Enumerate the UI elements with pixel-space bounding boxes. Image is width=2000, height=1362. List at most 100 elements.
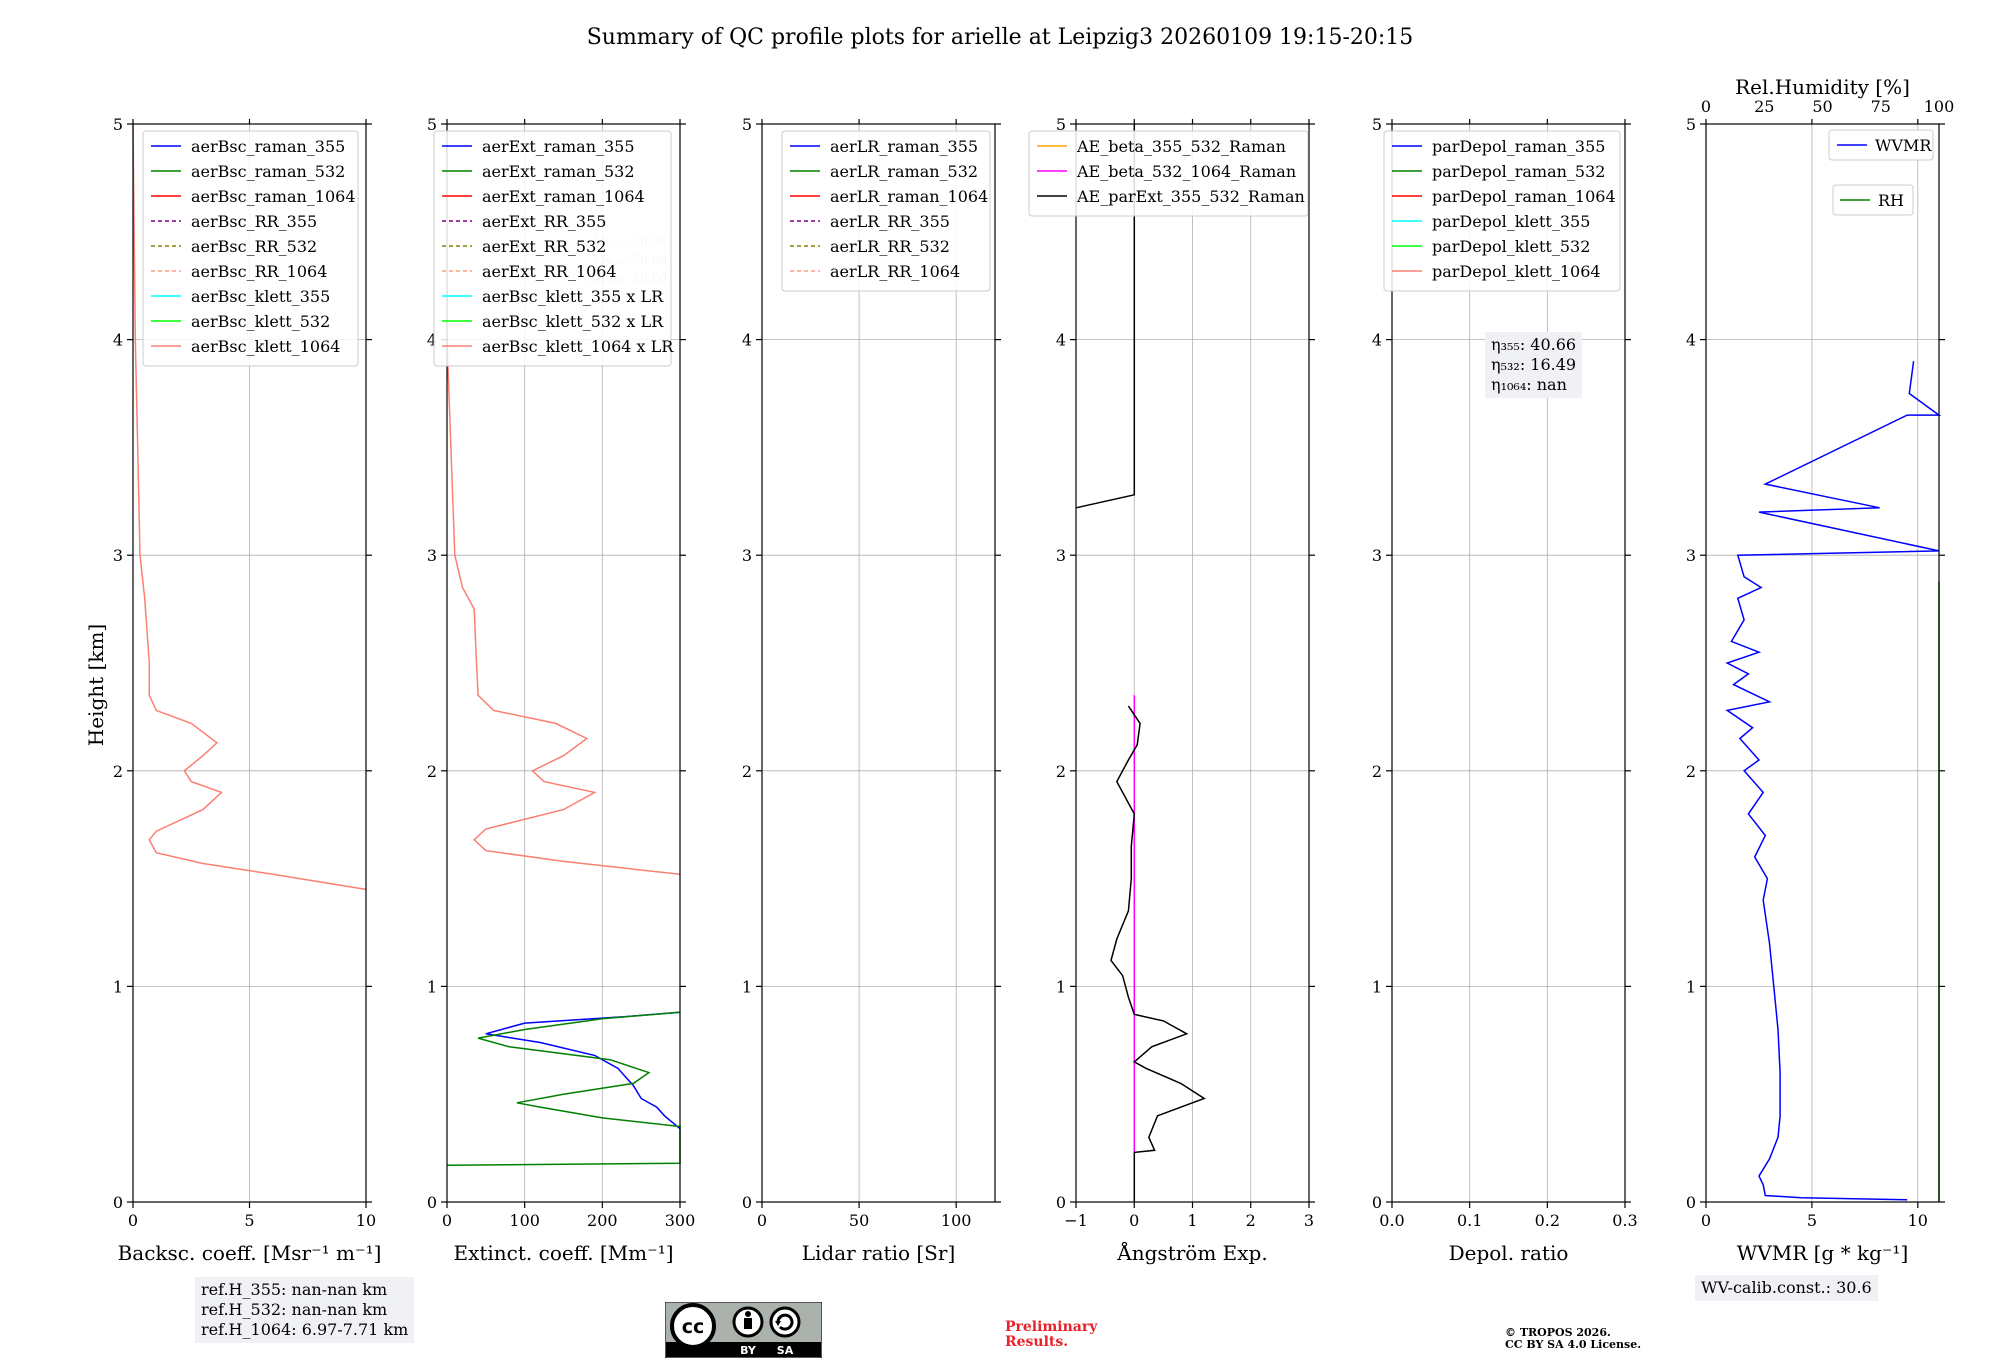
legend-entry: aerBsc_klett_1064 [191,337,340,356]
y-tick-label: 0 [1686,1193,1696,1212]
series-AE_parExt_355_532_Raman_upper [1075,124,1136,509]
x-tick-label: 0.1 [1457,1211,1482,1230]
y-tick-label: 0 [113,1193,123,1212]
x-axis-label: Lidar ratio [Sr] [802,1241,956,1265]
legend-entry: aerBsc_klett_1064 x LR [482,337,674,356]
wv-calibration-box: WV-calib.const.: 30.6 [1695,1275,1878,1301]
y-tick-label: 1 [427,977,437,996]
y-tick-label: 2 [427,762,437,781]
x-tick-label: 10 [1908,1211,1928,1230]
series-AE_parExt_355_532_Raman [1110,705,1206,1202]
legend-entry: aerLR_RR_1064 [830,262,960,281]
x-tick-label: 0.3 [1612,1211,1637,1230]
eta-532: η₅₃₂: 16.49 [1491,355,1577,374]
legend-frame [781,130,991,292]
y-tick-label: 5 [1056,115,1066,134]
legend-entry: aerBsc_raman_532 [191,162,345,181]
legend-entry: AE_parExt_355_532_Raman [1076,187,1305,206]
legend-entry: parDepol_raman_355 [1432,137,1605,156]
eta-box: η₃₅₅: 40.66 η₅₃₂: 16.49 η₁₀₆₄: nan [1485,332,1583,398]
ref-height-532: ref.H_532: nan-nan km [201,1300,388,1319]
y-tick-label: 2 [1372,762,1382,781]
ref-height-1064: ref.H_1064: 6.97-7.71 km [201,1320,409,1339]
svg-text:SA: SA [777,1344,794,1357]
y-tick-label: 1 [1686,977,1696,996]
legend-frame [1832,184,1914,216]
plot-frame [761,123,996,1203]
series-aerBsc_klett_1064 [132,123,367,891]
preliminary-results-note: Preliminary Results. [1005,1319,1098,1350]
x-tick-label: 0 [1129,1211,1139,1230]
legend-frame [1383,130,1621,292]
x-tick-label: 0 [1701,1211,1711,1230]
x-tick-label: 5 [1807,1211,1817,1230]
legend-entry: aerBsc_klett_355 [191,287,330,306]
legend-entry: parDepol_raman_1064 [1432,187,1616,206]
top-x-tick-label: 75 [1871,97,1891,116]
legend-entry: aerLR_raman_532 [830,162,978,181]
legend: aerLR_raman_355 aerLR_raman_532 aerLR_rama… [781,130,991,292]
legend-entry: aerBsc_raman_355 [191,137,345,156]
x-tick-label: 200 [587,1211,618,1230]
svg-text:BY: BY [740,1344,757,1357]
sa-share-alike-icon [769,1306,801,1338]
x-tick-label: 2 [1246,1211,1256,1230]
panel-extinction: LR₃₅₅: 50.00LR₅₃₂: 50.00LR₁₀₆₄: 50.00010… [427,115,695,1265]
figure-title: Summary of QC profile plots for arielle … [587,25,1414,50]
top-x-tick-label: 0 [1701,97,1711,116]
y-tick-label: 1 [1372,977,1382,996]
y-tick-label: 2 [113,762,123,781]
legend-entry: AE_beta_532_1064_Raman [1076,162,1296,181]
legend-entry: aerBsc_RR_1064 [191,262,327,281]
cc-by-sa-license-badge[interactable]: cc BY SA [664,1301,823,1359]
x-tick-label: 0 [757,1211,767,1230]
legend-wvmr: WVMR [1828,129,1934,161]
copyright-notice: © TROPOS 2026. CC BY SA 4.0 License. [1505,1326,1642,1351]
y-tick-label: 5 [1686,115,1696,134]
x-tick-label: 10 [356,1211,376,1230]
legend-entry: parDepol_klett_532 [1432,237,1590,256]
y-tick-label: 3 [1686,546,1696,565]
y-tick-label: 4 [742,331,752,350]
legend-entry: aerLR_RR_355 [830,212,950,231]
legend: parDepol_raman_355 parDepol_raman_532 parD… [1383,130,1621,292]
legend-entry: parDepol_klett_355 [1432,212,1590,231]
y-tick-label: 3 [113,546,123,565]
plot-frame [1391,123,1626,1203]
y-axis-label: Height [km] [84,624,108,746]
y-tick-label: 3 [742,546,752,565]
y-tick-label: 1 [113,977,123,996]
x-axis-label: Extinct. coeff. [Mm⁻¹] [453,1241,673,1265]
y-tick-label: 1 [742,977,752,996]
top-x-tick-label: 50 [1812,97,1832,116]
panel-depol: 0.0 0.1 0.2 0.3 0 1 2 3 4 5 Depol. ratio parDepol_r… [1372,115,1638,1265]
legend: aerBsc_raman_355 aerBsc_raman_532 aerBsc_r… [142,130,359,367]
reference-height-box: ref.H_355: nan-nan km ref.H_532: nan-nan… [195,1277,415,1343]
legend-entry: aerBsc_raman_1064 [191,187,356,206]
legend-entry: aerExt_raman_355 [482,137,635,156]
x-tick-label: 0.0 [1379,1211,1404,1230]
y-tick-label: 2 [1056,762,1066,781]
legend-entry: aerLR_raman_355 [830,137,978,156]
eta-1064: η₁₀₆₄: nan [1491,375,1567,394]
y-tick-label: 0 [1056,1193,1066,1212]
legend-entry: aerExt_RR_355 [482,212,606,231]
legend-entry: aerLR_raman_1064 [830,187,988,206]
plot-frame [1705,123,1940,1203]
cc-icon [670,1303,716,1349]
y-tick-label: 5 [1372,115,1382,134]
legend-entry: aerExt_RR_1064 [482,262,617,281]
legend-entry: aerBsc_klett_355 x LR [482,287,664,306]
y-tick-label: 4 [427,331,437,350]
legend-entry: parDepol_raman_532 [1432,162,1605,181]
x-axis-label: Ångström Exp. [1116,1240,1267,1265]
x-tick-label: 0 [128,1211,138,1230]
legend-entry: aerExt_RR_532 [482,237,606,256]
legend-entry: aerLR_RR_532 [830,237,950,256]
x-tick-label: 50 [849,1211,869,1230]
y-tick-label: 4 [1056,331,1066,350]
legend: AE_beta_355_532_Raman AE_beta_532_1064_Ra… [1028,130,1309,217]
legend-entry: AE_beta_355_532_Raman [1076,137,1286,156]
legend-entry: WVMR [1875,136,1932,155]
